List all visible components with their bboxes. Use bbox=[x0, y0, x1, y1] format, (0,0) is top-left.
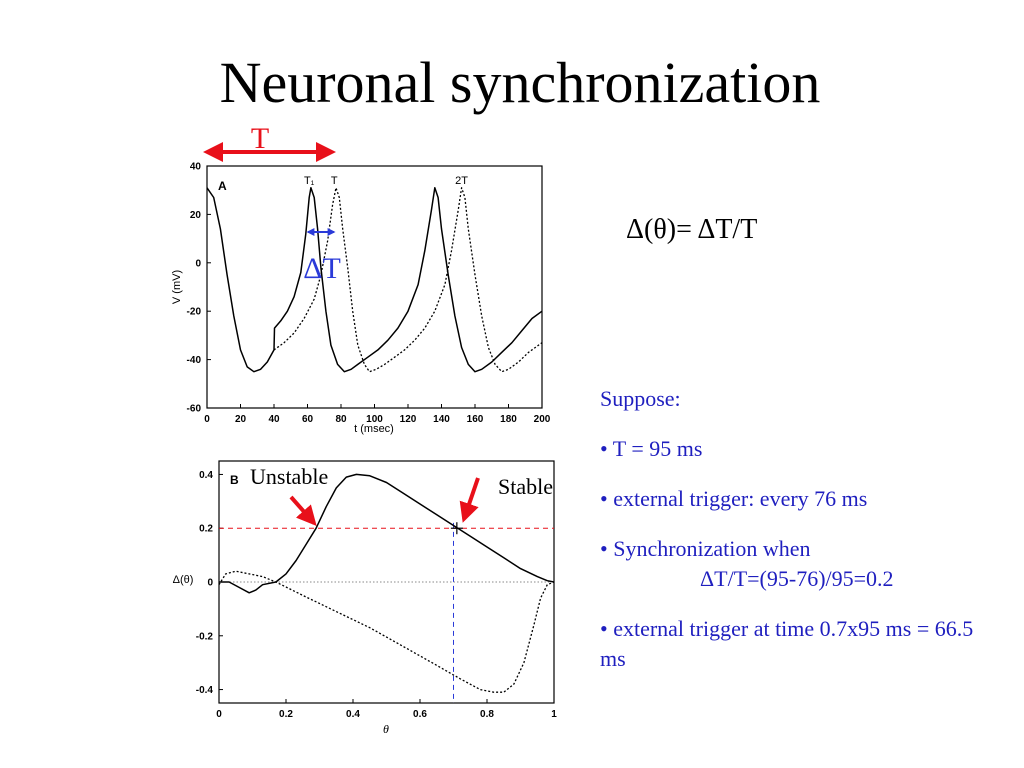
panel-b-xtick-label: 0 bbox=[216, 709, 222, 720]
panel-a-frame bbox=[206, 165, 543, 409]
panel-a-xtick-label: 180 bbox=[500, 414, 517, 425]
panel-a-ytick-label: 20 bbox=[190, 210, 202, 221]
panel-a-label: A bbox=[218, 179, 227, 193]
panel-b-ylabel: Δ(θ) bbox=[173, 574, 194, 586]
panel-b-xtick-label: 0.2 bbox=[279, 709, 293, 720]
panel-a-xtick-label: 60 bbox=[302, 414, 314, 425]
panel-a-xtick-label: 140 bbox=[433, 414, 450, 425]
panel-a-ylabel: V (mV) bbox=[171, 270, 183, 304]
unstable-label: Unstable bbox=[250, 464, 328, 489]
panel-a-xtick-label: 80 bbox=[335, 414, 347, 425]
panel-a-ytick-label: 40 bbox=[190, 162, 202, 173]
panel-b-plot: 0 0.2 0.4 0.6 0.8 1 0.4 0.2 0 -0.2 -0.4 bbox=[196, 470, 557, 720]
panel-a-marker-label: T₁ bbox=[304, 175, 315, 187]
notes-bullet-period: • T = 95 ms bbox=[600, 436, 703, 461]
panel-a-xtick-label: 120 bbox=[400, 414, 417, 425]
panel-a-xtick-label: 100 bbox=[366, 414, 383, 425]
notes-bullet-synchronization: • Synchronization when ΔT/T=(95-76)/95=0… bbox=[600, 534, 1000, 594]
notes-suppose: Suppose: bbox=[600, 386, 681, 411]
panel-b-label: B bbox=[230, 473, 239, 487]
panel-a-xtick-label: 20 bbox=[235, 414, 247, 425]
notes-bullet-trigger: • external trigger: every 76 ms bbox=[600, 486, 868, 511]
panel-a-marker-label: T bbox=[331, 175, 338, 187]
panel-b-ytick-label: -0.4 bbox=[196, 685, 214, 696]
panel-a-xtick-label: 200 bbox=[534, 414, 551, 425]
notes-bullet-synchronization-equation: ΔT/T=(95-76)/95=0.2 bbox=[700, 566, 894, 591]
stable-label: Stable bbox=[498, 474, 553, 499]
panel-b-ytick-label: 0.2 bbox=[199, 524, 213, 535]
panel-b-series-solid bbox=[219, 473, 555, 594]
unstable-arrow bbox=[289, 495, 317, 526]
delta-t-label: ΔT bbox=[303, 252, 341, 285]
notes-panel: Suppose: • T = 95 ms • external trigger:… bbox=[600, 384, 1000, 694]
panel-a-xtick-label: 0 bbox=[204, 414, 210, 425]
panel-a-series-solid bbox=[206, 187, 543, 373]
panel-a-ytick-label: -60 bbox=[187, 404, 202, 415]
panel-a-ytick-label: 0 bbox=[195, 258, 201, 269]
notes-bullet-trigger-time: • external trigger at time 0.7x95 ms = 6… bbox=[600, 616, 974, 671]
panel-b-xtick-label: 1 bbox=[551, 709, 557, 720]
panel-b-xtick-label: 0.8 bbox=[480, 709, 494, 720]
phase-formula: Δ(θ)= ΔT/T bbox=[626, 214, 758, 245]
notes-bullet-synchronization-text: • Synchronization when bbox=[600, 536, 811, 561]
panel-b-xtick-label: 0.6 bbox=[413, 709, 427, 720]
panel-b-ytick-label: 0.4 bbox=[199, 470, 213, 481]
panel-b-series-dotted bbox=[218, 570, 555, 693]
panel-a-xtick-label: 40 bbox=[268, 414, 280, 425]
panel-a-ytick-label: -40 bbox=[187, 355, 202, 366]
panel-a-ytick-label: -20 bbox=[187, 307, 202, 318]
panel-a-marker-label: 2T bbox=[455, 175, 468, 187]
panel-b-ytick-label: 0 bbox=[207, 578, 213, 589]
period-label: T bbox=[251, 122, 269, 155]
panel-a-xtick-label: 160 bbox=[467, 414, 484, 425]
panel-a-plot: 0 20 40 60 80 100 120 140 160 180 20040200-20-40-6… bbox=[187, 162, 551, 426]
panel-b-xlabel: θ bbox=[383, 722, 389, 736]
panel-b-ytick-label: -0.2 bbox=[196, 631, 214, 642]
panel-a-xlabel: t (msec) bbox=[354, 423, 394, 435]
slide-title: Neuronal synchronization bbox=[219, 50, 821, 115]
panel-b-xtick-label: 0.4 bbox=[346, 709, 360, 720]
stable-arrow bbox=[459, 477, 480, 523]
